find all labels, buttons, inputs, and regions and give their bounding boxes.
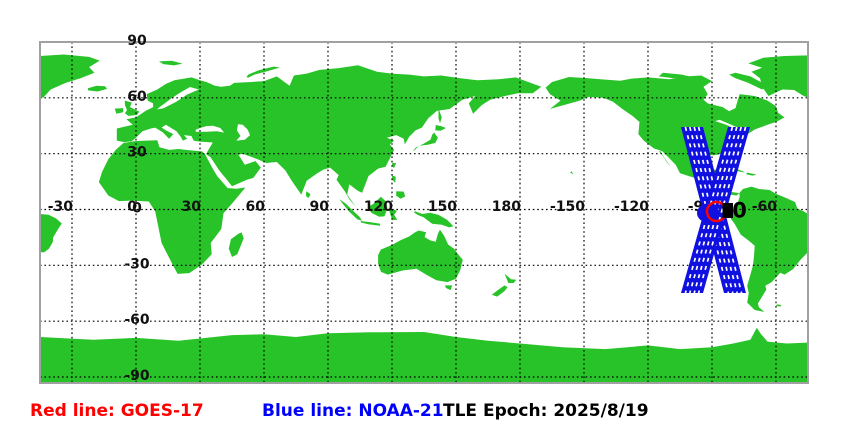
land-south-america [730, 186, 808, 312]
land-hispaniola [746, 172, 757, 176]
land-antarctica [40, 327, 808, 383]
land-new-guinea [414, 211, 454, 228]
lat-label-30: 30 [127, 145, 147, 161]
lat-label-60: 60 [127, 89, 147, 105]
land-north-america [545, 75, 785, 196]
lat-label--90: -90 [124, 368, 150, 384]
lat-label-0: 0 [132, 200, 142, 216]
land-hawaii [570, 171, 574, 175]
legend-goes17: Red line: GOES-17 [30, 401, 204, 421]
graticule [40, 41, 808, 383]
lon-label-150: 150 [428, 199, 457, 215]
land-great-britain [124, 100, 140, 116]
land-mindanao [396, 191, 406, 199]
lon-label-90: 90 [310, 199, 330, 215]
land-java [360, 221, 381, 226]
lon-label-30: 30 [182, 199, 202, 215]
epoch-position-marker [722, 203, 733, 218]
land-new-zealand-north [504, 273, 517, 283]
map-border [39, 41, 809, 384]
water-caspian-sea [236, 124, 251, 141]
landmasses [40, 54, 808, 383]
lat-label--60: -60 [124, 312, 150, 328]
lon-label--150: -150 [550, 199, 585, 215]
land-borneo [368, 196, 388, 217]
land-novaya-zemlya [246, 66, 280, 78]
land-svalbard [159, 60, 183, 66]
land-sakhalin [438, 109, 442, 124]
water-great-lakes [715, 119, 740, 129]
land-baja-california [659, 150, 671, 167]
land-new-zealand-south [491, 285, 508, 297]
lon-label--30: -30 [48, 199, 74, 215]
lon-label-120: 120 [364, 199, 393, 215]
lat-label--30: -30 [124, 256, 150, 272]
land-taiwan [392, 162, 397, 168]
lat-label-90: 90 [127, 33, 147, 49]
land-falkland-islands [776, 304, 782, 307]
land-sulawesi [389, 208, 398, 221]
land-japan-hokkaido [435, 125, 446, 131]
land-eurasia [116, 65, 542, 207]
lon-label--60: -60 [752, 199, 778, 215]
land-greenland-west-arctic [748, 55, 808, 98]
legend-noaa21: Blue line: NOAA-21 [262, 401, 444, 421]
land-sumatra [339, 199, 363, 221]
land-japan-honshu [412, 132, 438, 152]
land-brazil-east-tip [40, 214, 62, 253]
land-australia [378, 229, 463, 283]
land-greenland-east [40, 54, 100, 98]
legend-tle-epoch: TLE Epoch: 2025/8/19 [443, 401, 649, 421]
water-black-sea [195, 125, 225, 133]
land-africa [98, 140, 246, 274]
land-tasmania [444, 285, 453, 291]
land-sri-lanka [306, 191, 311, 198]
lon-label-60: 60 [246, 199, 266, 215]
epoch-hour-label: 0 [732, 199, 747, 223]
land-iceland [88, 85, 107, 92]
lon-label--120: -120 [614, 199, 649, 215]
land-luzon [391, 175, 396, 183]
land-madagascar [228, 232, 244, 257]
lon-label-0: 0 [127, 199, 137, 215]
lon-label-180: 180 [492, 199, 521, 215]
land-ireland [114, 108, 124, 114]
land-baffin-island [729, 72, 768, 90]
